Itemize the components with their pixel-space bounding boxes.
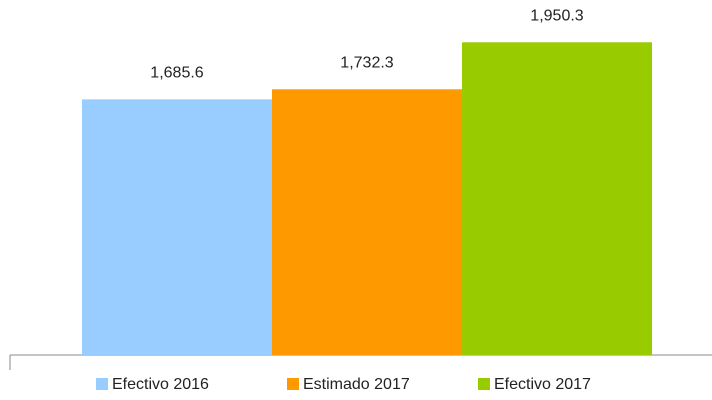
legend-swatch xyxy=(96,378,108,390)
bar xyxy=(462,42,652,356)
data-label: 1,732.3 xyxy=(340,55,393,72)
legend-label: Estimado 2017 xyxy=(303,376,410,393)
legend-swatch xyxy=(287,378,299,390)
data-label: 1,685.6 xyxy=(150,65,203,82)
bar xyxy=(272,89,462,355)
legend-label: Efectivo 2017 xyxy=(494,376,591,393)
legend-swatch xyxy=(478,378,490,390)
bar xyxy=(82,99,272,355)
data-label: 1,950.3 xyxy=(530,7,583,24)
legend-label: Efectivo 2016 xyxy=(112,376,209,393)
